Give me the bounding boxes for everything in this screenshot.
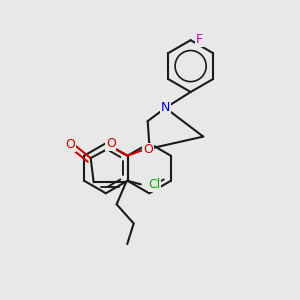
- Text: F: F: [196, 33, 203, 46]
- Text: O: O: [65, 138, 75, 151]
- Text: O: O: [106, 137, 116, 150]
- Text: N: N: [161, 101, 170, 114]
- Text: O: O: [143, 143, 153, 156]
- Text: Cl: Cl: [148, 178, 161, 191]
